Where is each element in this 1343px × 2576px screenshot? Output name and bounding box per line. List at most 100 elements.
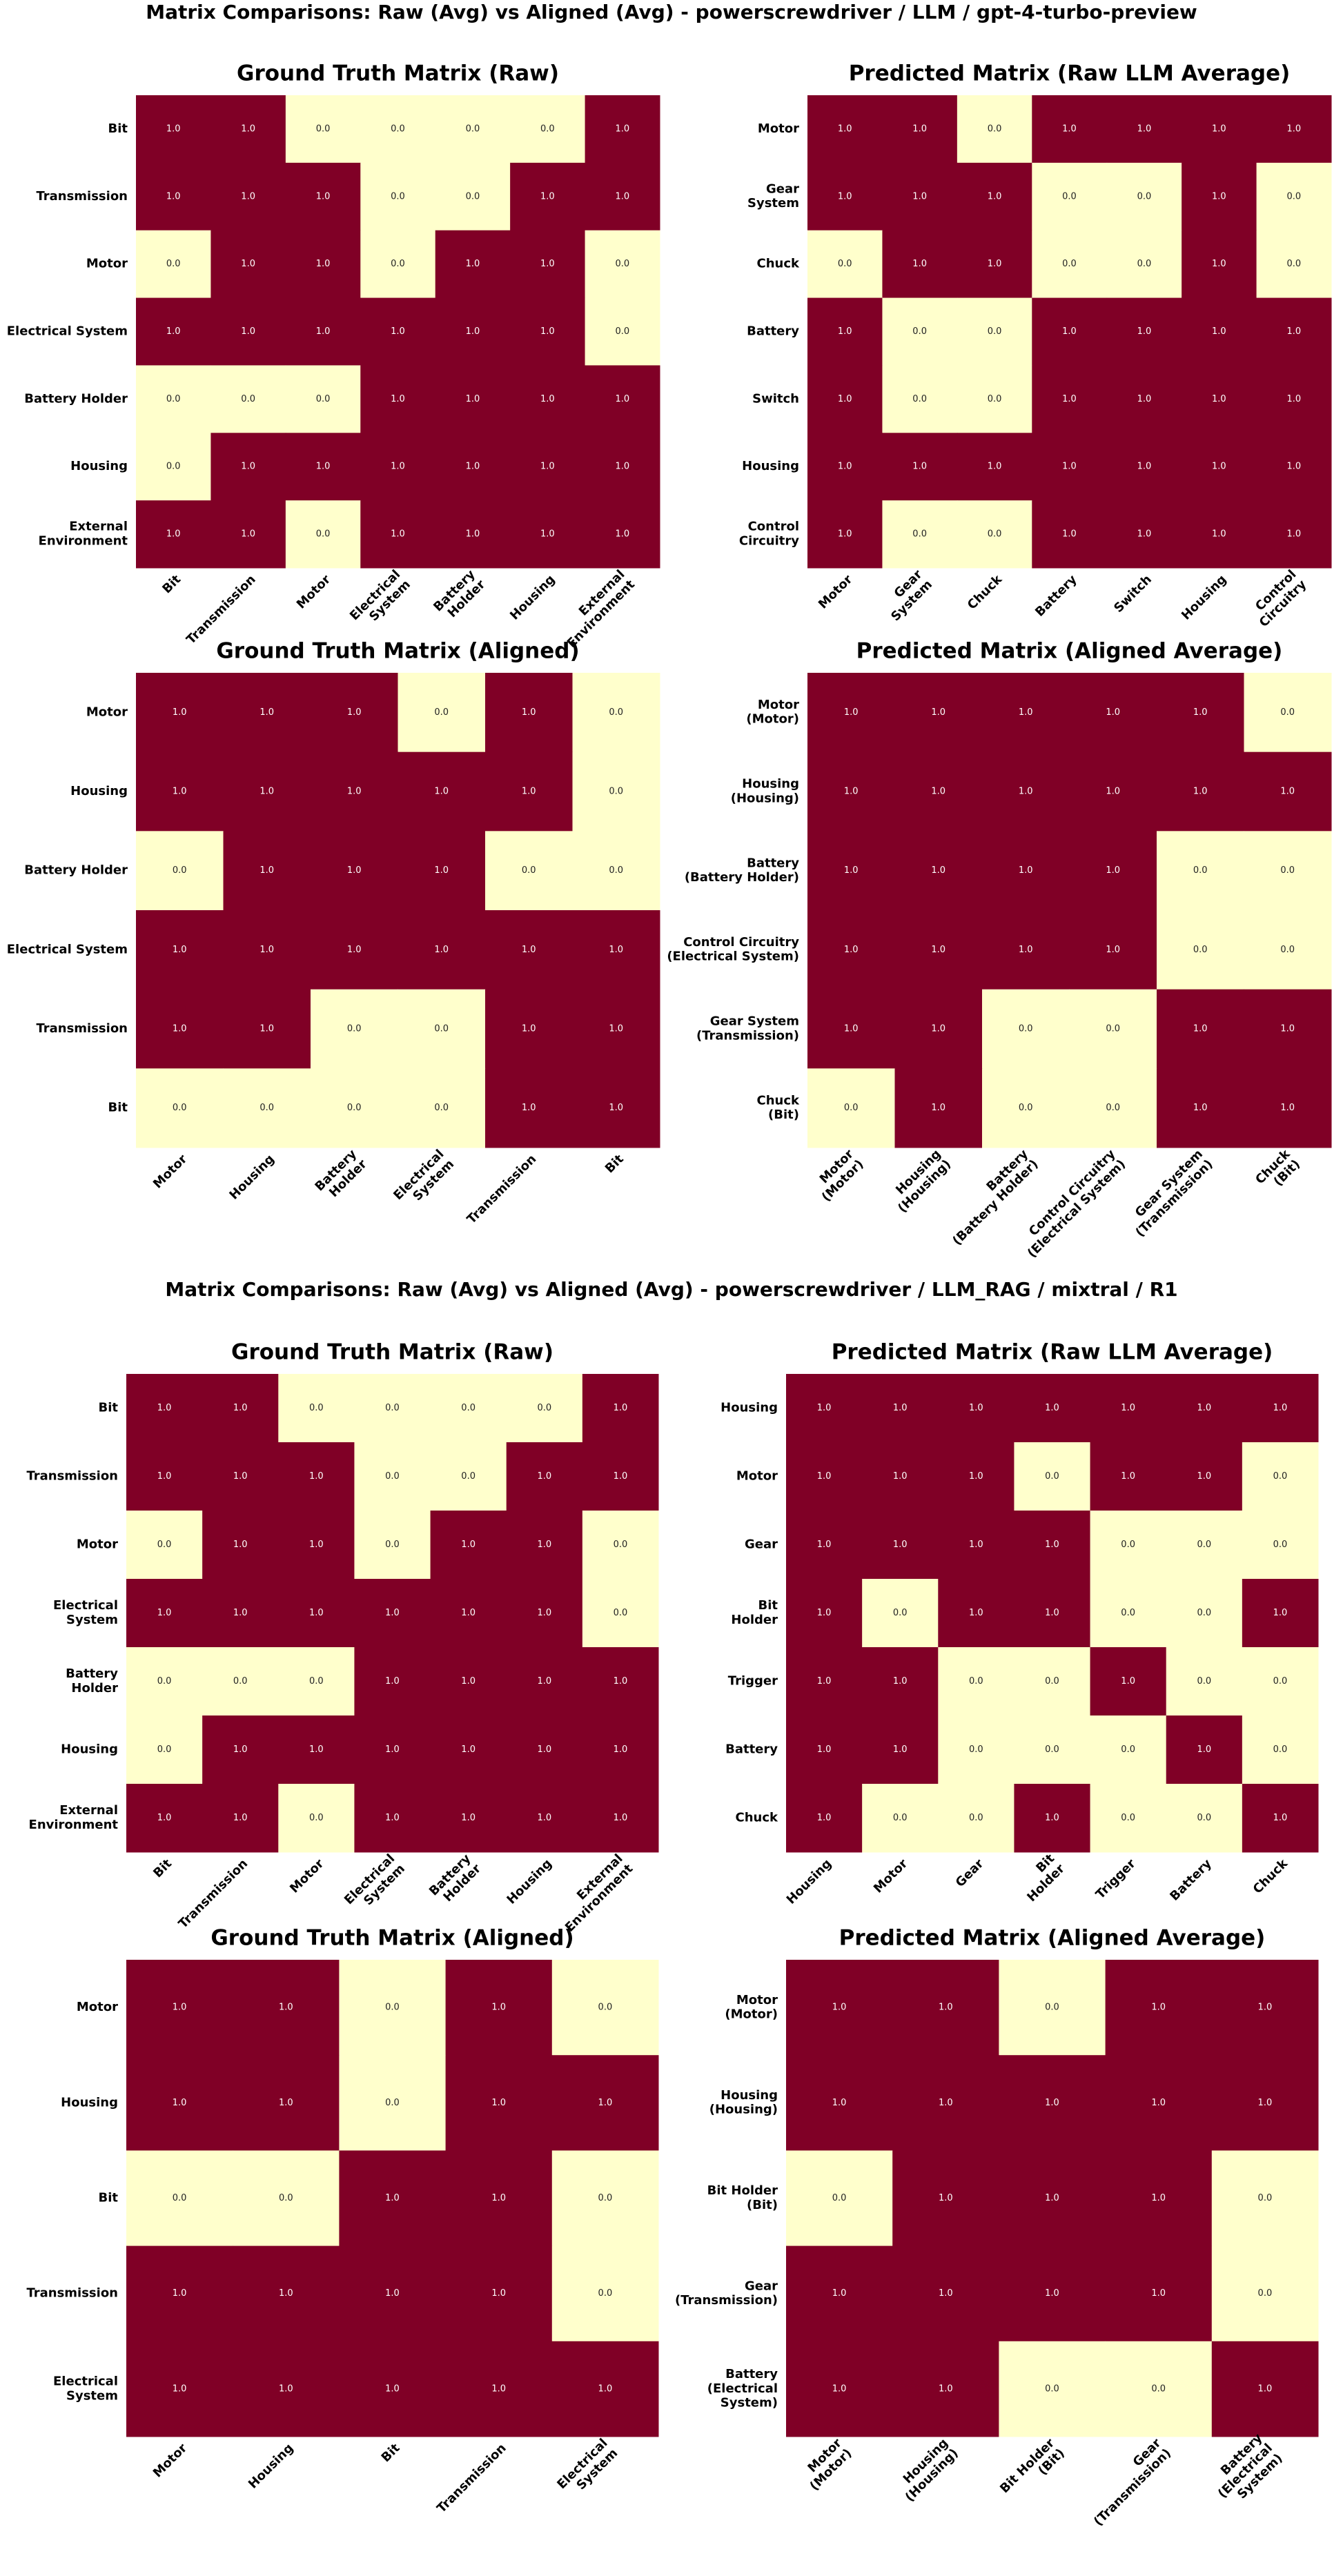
cell-label: 1.0 (912, 124, 927, 134)
heatmap-cell (360, 297, 436, 366)
heatmap-cell (807, 297, 883, 366)
heatmap-cell (585, 365, 660, 433)
cell-label: 1.0 (1212, 394, 1226, 404)
heatmap-cell (551, 2055, 659, 2151)
cell-label: 0.0 (912, 529, 927, 540)
heatmap-cell (786, 2055, 893, 2151)
heatmap-cell (1211, 2150, 1319, 2247)
cell-label: 1.0 (1280, 1103, 1295, 1113)
heatmap-cell (126, 1442, 203, 1511)
cell-label: 1.0 (1193, 1024, 1208, 1034)
cell-label: 1.0 (1062, 462, 1077, 472)
chart-title: Ground Truth Matrix (Raw) (237, 61, 559, 86)
cell-label: 0.0 (609, 787, 623, 797)
cell-label: 1.0 (233, 1471, 248, 1482)
cell-label: 1.0 (157, 1813, 172, 1823)
y-tick-label: Housing (70, 784, 128, 798)
heatmap-cell (572, 910, 660, 990)
heatmap-cell (1242, 1442, 1319, 1511)
cell-label: 1.0 (844, 865, 859, 876)
heatmap-cell (882, 500, 958, 569)
x-tick-label: Battery(Battery Holder) (940, 1147, 1041, 1248)
heatmap-cell (1211, 2341, 1319, 2437)
heatmap-cell (360, 433, 436, 501)
cell-label: 0.0 (1280, 865, 1295, 876)
cell-label: 0.0 (241, 394, 255, 404)
heatmap-cell (210, 365, 286, 433)
cell-label: 1.0 (817, 1676, 832, 1687)
y-tick-label: Battery (Electrical System) (707, 2367, 778, 2410)
cell-label: 1.0 (540, 191, 555, 201)
heatmap-cell (1166, 1647, 1243, 1716)
heatmap-cell (894, 989, 983, 1069)
heatmap-cell (1014, 1374, 1091, 1443)
x-tick-label: Battery(ElectricalSystem) (1205, 2430, 1286, 2511)
heatmap-cell (360, 95, 436, 164)
heatmap-cell (582, 1511, 659, 1580)
cell-label: 1.0 (988, 191, 1002, 201)
y-tick-label: Transmission (36, 1021, 128, 1036)
heatmap-cell (1105, 2150, 1213, 2247)
x-tick-label: Trigger (1093, 1856, 1139, 1902)
x-tick-label: Bit Holder(Bit) (997, 2436, 1068, 2506)
cell-label: 1.0 (466, 326, 480, 337)
heatmap-cell (311, 1068, 398, 1148)
x-tick-label: Housing (504, 1856, 554, 1907)
heatmap-cell (786, 1374, 863, 1443)
cell-label: 0.0 (969, 1813, 983, 1823)
cell-label: 0.0 (316, 394, 331, 404)
cell-label: 1.0 (817, 1608, 832, 1618)
heatmap-cell (1090, 1442, 1167, 1511)
heatmap-cell (126, 1374, 203, 1443)
y-tick-label: Motor (758, 121, 799, 136)
cell-label: 1.0 (309, 1744, 324, 1755)
cell-label: 1.0 (838, 394, 852, 404)
cell-label: 0.0 (233, 1676, 248, 1687)
cell-label: 0.0 (166, 394, 181, 404)
cell-label: 0.0 (598, 2003, 613, 2013)
cell-label: 1.0 (241, 191, 255, 201)
heatmap-cell (957, 95, 1032, 164)
heatmap-cell (572, 1068, 660, 1148)
heatmap-cell (278, 1374, 355, 1443)
cell-label: 1.0 (466, 462, 480, 472)
cell-label: 1.0 (1045, 2193, 1059, 2203)
cell-label: 0.0 (893, 1608, 908, 1618)
cell-label: 0.0 (347, 1103, 362, 1113)
x-tick-label: Motor (287, 1856, 326, 1896)
heatmap-cell (435, 433, 511, 501)
chart-title: Predicted Matrix (Aligned Average) (839, 1926, 1266, 1951)
cell-label: 1.0 (1137, 326, 1152, 337)
x-tick-group: Trigger (1093, 1856, 1139, 1902)
cell-label: 1.0 (988, 259, 1002, 269)
heatmap-cell (398, 910, 486, 990)
heatmap-cell (1157, 831, 1244, 911)
heatmap-cell (445, 1960, 553, 2056)
x-tick-label: Transmission (184, 572, 259, 647)
cell-label: 1.0 (838, 124, 852, 134)
cell-label: 1.0 (1212, 326, 1226, 337)
cell-label: 1.0 (614, 1676, 628, 1687)
heatmap-cell (1244, 751, 1332, 832)
cell-label: 0.0 (1121, 1744, 1135, 1755)
cell-label: 0.0 (1273, 1744, 1288, 1755)
heatmap-cell (126, 1511, 203, 1580)
cell-label: 1.0 (385, 2383, 400, 2394)
heatmap-cell (278, 1715, 355, 1784)
cell-label: 1.0 (466, 394, 480, 404)
cell-label: 1.0 (491, 2383, 506, 2394)
x-tick-group: Housing (226, 1152, 277, 1202)
cell-label: 1.0 (259, 787, 274, 797)
cell-label: 0.0 (615, 259, 629, 269)
cell-label: 0.0 (1137, 259, 1152, 269)
cell-label: 0.0 (609, 707, 623, 718)
cell-label: 1.0 (939, 2288, 953, 2299)
heatmap-cell (938, 1784, 1014, 1853)
heatmap-cell (435, 365, 511, 433)
cell-label: 0.0 (522, 865, 536, 876)
x-tick-group: Housing (246, 2441, 296, 2491)
x-tick-label: Gear System(Transmission) (1123, 1147, 1216, 1240)
heatmap-cell (311, 831, 398, 911)
cell-label: 1.0 (1019, 945, 1033, 955)
cell-label: 1.0 (615, 124, 629, 134)
